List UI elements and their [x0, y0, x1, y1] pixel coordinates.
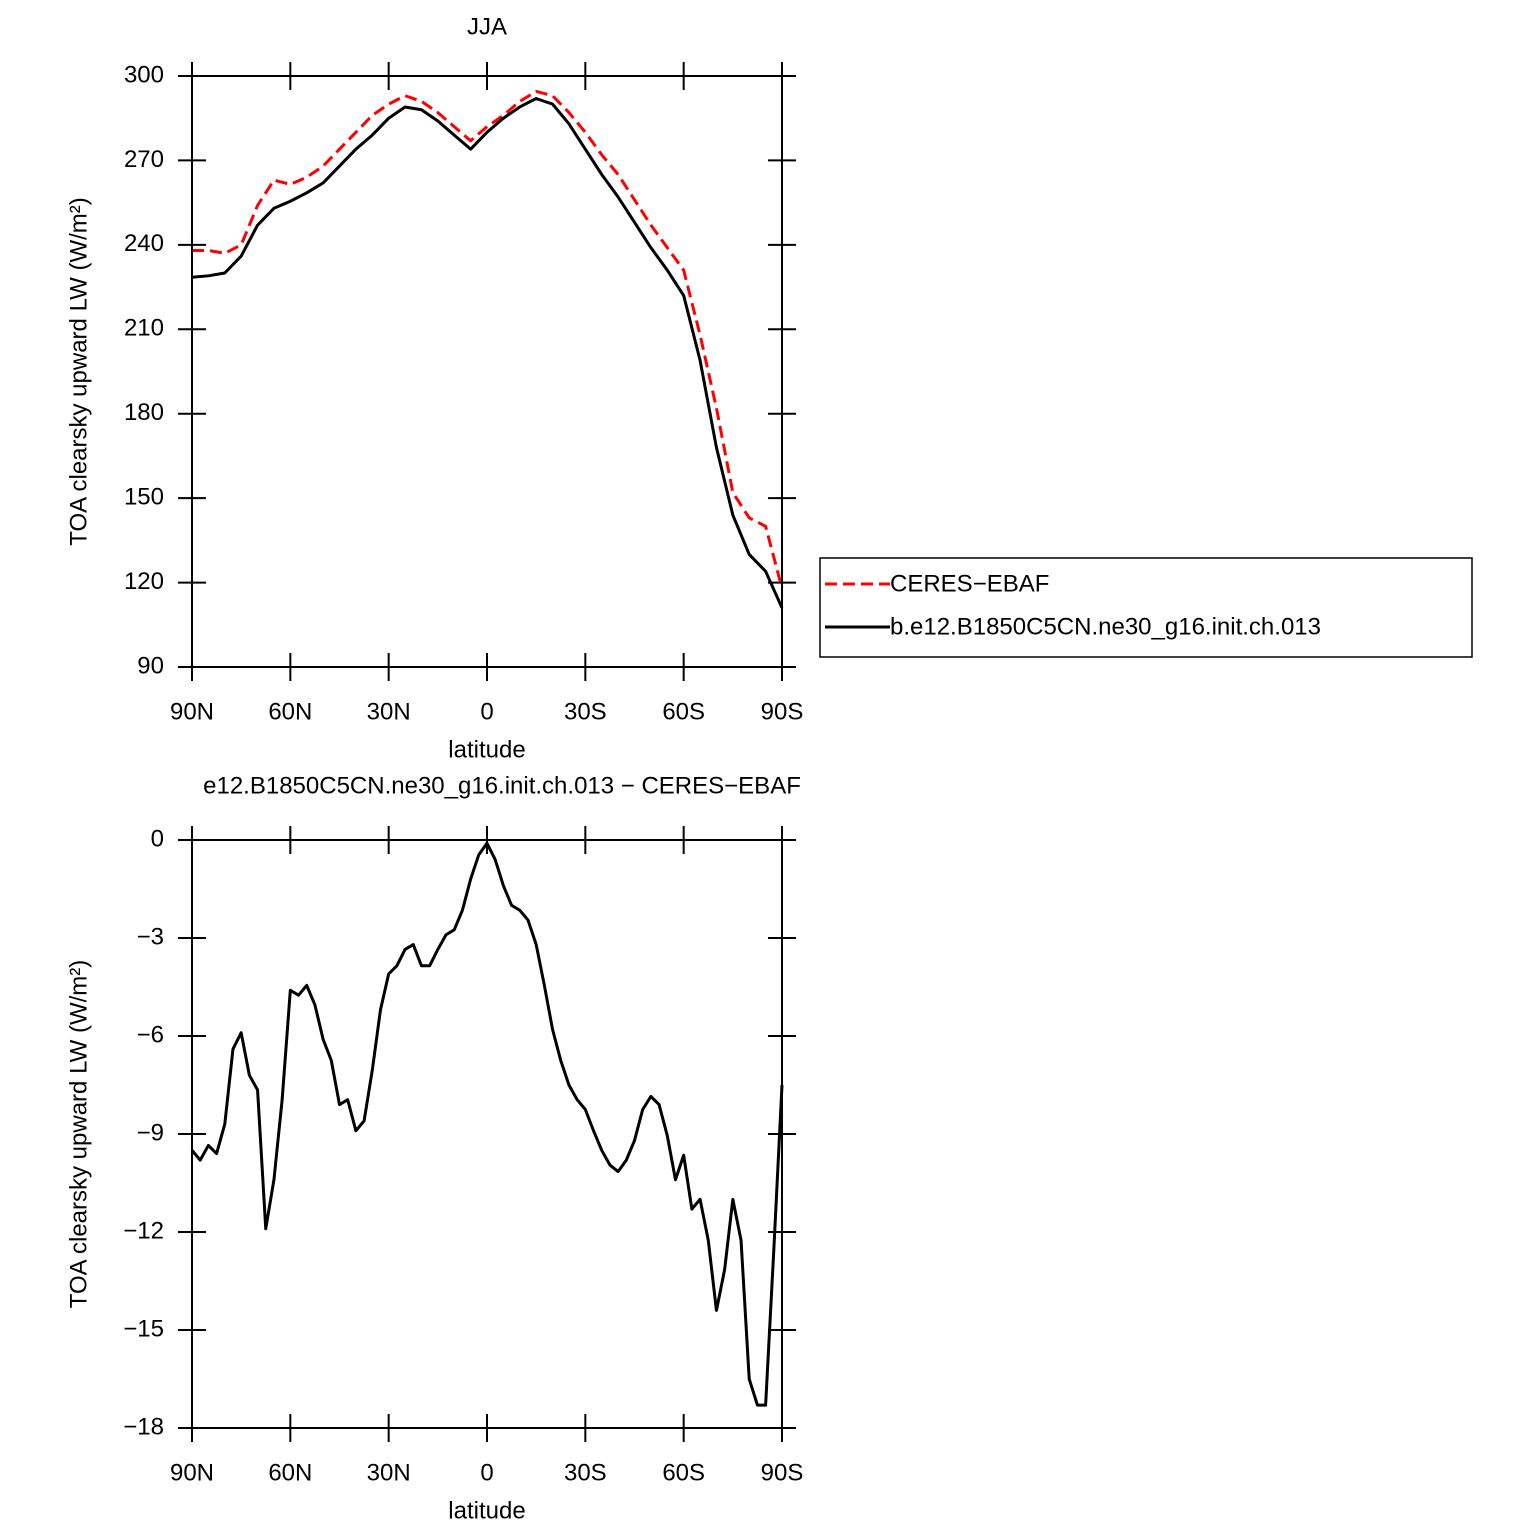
- legend-label: CERES−EBAF: [890, 570, 1049, 597]
- data-line: [192, 89, 784, 589]
- x-tick-label: 30S: [564, 1459, 607, 1486]
- legend-label: b.e12.B1850C5CN.ne30_g16.init.ch.013: [890, 613, 1321, 640]
- y-tick-label: −6: [137, 1021, 164, 1048]
- y-tick-label: 240: [124, 230, 164, 257]
- x-tick-label: 60N: [268, 1459, 312, 1486]
- y-tick-label: 0: [151, 825, 164, 852]
- x-tick-label: 0: [480, 1459, 493, 1486]
- y-tick-label: −18: [123, 1413, 164, 1440]
- x-tick-label: 60N: [268, 698, 312, 725]
- chart-title: JJA: [467, 13, 507, 40]
- x-tick-label: 60S: [662, 1459, 705, 1486]
- x-tick-label: 30N: [367, 698, 411, 725]
- y-tick-label: 210: [124, 315, 164, 342]
- data-line: [190, 841, 784, 1407]
- y-tick-label: 120: [124, 568, 164, 595]
- x-tick-label: 90N: [170, 1459, 214, 1486]
- x-tick-label: 90S: [761, 1459, 804, 1486]
- y-tick-label: 150: [124, 483, 164, 510]
- x-tick-label: 90S: [761, 698, 804, 725]
- plot-frame: [191, 75, 783, 668]
- y-tick-label: −12: [123, 1217, 164, 1244]
- x-tick-label: 30S: [564, 698, 607, 725]
- y-tick-label: −15: [123, 1315, 164, 1342]
- y-tick-label: 180: [124, 399, 164, 426]
- y-tick-label: 300: [124, 61, 164, 88]
- y-axis-label: TOA clearsky upward LW (W/m²): [65, 197, 92, 546]
- data-line: [191, 97, 784, 609]
- x-tick-label: 0: [480, 698, 493, 725]
- x-axis-label: latitude: [448, 736, 525, 763]
- y-tick-label: 270: [124, 146, 164, 173]
- x-tick-label: 30N: [367, 1459, 411, 1486]
- x-tick-label: 90N: [170, 698, 214, 725]
- legend-box: [819, 557, 1473, 658]
- x-tick-label: 60S: [662, 698, 705, 725]
- y-axis-label: TOA clearsky upward LW (W/m²): [65, 960, 92, 1309]
- y-tick-label: 90: [137, 652, 164, 679]
- x-axis-label: latitude: [448, 1497, 525, 1524]
- y-tick-label: −3: [137, 923, 164, 950]
- chart-title: e12.B1850C5CN.ne30_g16.init.ch.013 − CER…: [203, 772, 801, 799]
- legend: CERES−EBAF b.e12.B1850C5CN.ne30_g16.init…: [819, 557, 1473, 658]
- y-tick-label: −9: [137, 1119, 164, 1146]
- plot-frame: [191, 839, 783, 1429]
